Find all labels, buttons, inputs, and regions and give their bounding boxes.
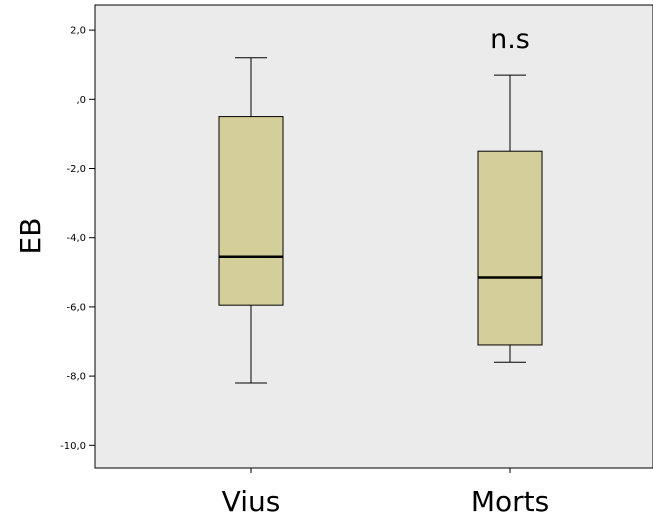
y-tick-label: -10,0 — [60, 441, 86, 452]
x-axis: Vius Morts — [222, 468, 549, 517]
y-tick-label: -8,0 — [66, 372, 86, 383]
boxes — [218, 57, 543, 384]
iqr-box — [218, 116, 284, 306]
y-tick-label: -4,0 — [66, 233, 86, 244]
plot-area — [94, 4, 653, 469]
box-vius — [218, 57, 284, 384]
x-category-label: Morts — [471, 485, 549, 517]
y-tick-label: ,0 — [76, 95, 86, 106]
significance-annotation: n.s — [490, 24, 530, 55]
y-tick-label: -6,0 — [66, 302, 86, 313]
y-axis: 2,0 ,0 -2,0 -4,0 -6,0 -8,0 -10,0 — [60, 26, 95, 452]
y-tick-label: -2,0 — [66, 164, 86, 175]
box-morts — [477, 74, 543, 363]
y-axis-label: EB — [14, 218, 47, 255]
y-tick-label: 2,0 — [70, 26, 86, 37]
x-category-label: Vius — [222, 485, 281, 517]
iqr-box — [477, 150, 543, 346]
